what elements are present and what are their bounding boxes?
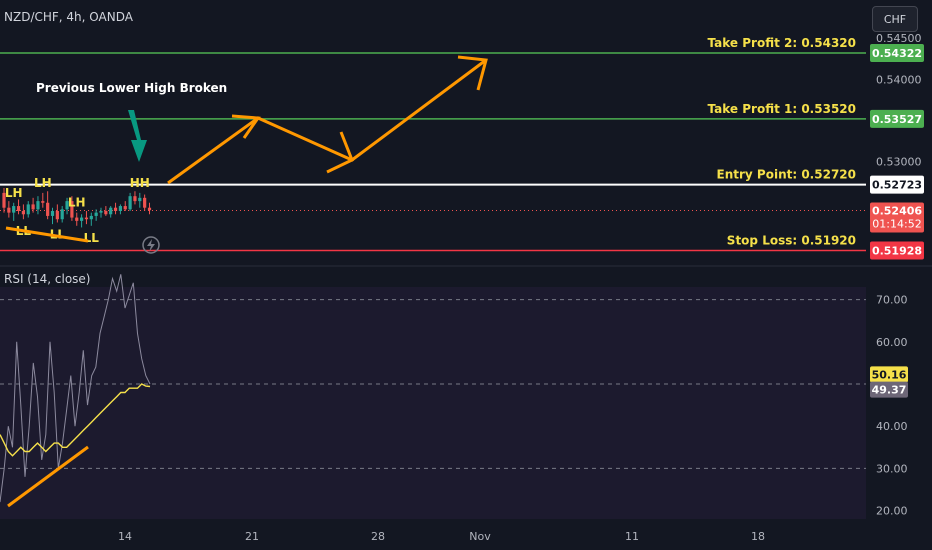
rsi-pane-background [0, 287, 866, 519]
candle-body [104, 210, 108, 215]
swing-label: HH [130, 176, 150, 190]
rsi-higher-lows-trendline [7, 445, 89, 508]
lightning-icon[interactable] [142, 236, 160, 254]
rsi-value-tag [870, 366, 908, 383]
projection-arrowhead-2 [326, 131, 354, 174]
time-tick-label: 11 [625, 530, 639, 543]
rsi-tick-label: 70.00 [876, 294, 908, 307]
level-label: Take Profit 1: 0.53520 [708, 102, 856, 116]
chart-title: NZD/CHF, 4h, OANDA [4, 10, 134, 24]
candle-body [2, 192, 6, 208]
candle-body [89, 215, 93, 220]
time-tick-label: 18 [751, 530, 765, 543]
level-price-tag [870, 241, 924, 260]
candle-body [60, 209, 64, 220]
candle-body [84, 217, 89, 220]
candle-body [113, 207, 118, 211]
lower-lows-trendline [5, 226, 89, 243]
rsi-tick-label: 60.00 [876, 336, 908, 349]
swing-label: LH [5, 186, 23, 200]
level-label: Stop Loss: 0.51920 [727, 233, 856, 247]
rsi-value-tag [870, 381, 908, 398]
rsi-value-tag-text: 50.16 [872, 368, 907, 381]
time-tick-label: Nov [469, 530, 491, 543]
level-price-tag-text: 0.54322 [872, 47, 922, 60]
candle-body [128, 196, 132, 210]
price-tick-label: 0.53000 [876, 156, 922, 169]
candle-body [138, 197, 142, 202]
candle-body [65, 201, 69, 210]
candle-body [80, 217, 84, 221]
candle-body [75, 217, 79, 221]
candle-body [26, 204, 30, 215]
teal-down-arrow-icon [128, 110, 147, 162]
candle-body [50, 210, 55, 216]
candle-body [41, 201, 45, 203]
candle-body [143, 197, 147, 208]
break-annotation: Previous Lower High Broken [36, 81, 227, 95]
rsi-tick-label: 20.00 [876, 505, 908, 518]
candle-body [147, 207, 152, 211]
candle-body [46, 202, 50, 216]
rsi-value-tag-text: 49.37 [872, 384, 907, 397]
level-label: Entry Point: 0.52720 [717, 168, 856, 182]
candle-body [118, 206, 122, 211]
candle-body [94, 212, 98, 216]
candle-body [7, 207, 11, 213]
time-tick-label: 21 [245, 530, 259, 543]
candle-body [36, 201, 40, 210]
time-tick-label: 28 [371, 530, 385, 543]
projection-arrowhead-3 [457, 55, 488, 91]
current-price-tag-text: 0.52406 [872, 204, 922, 217]
currency-button[interactable]: CHF [872, 6, 918, 32]
price-tick-label: 0.54000 [876, 73, 922, 86]
candle-body [109, 207, 113, 215]
candle-body [55, 210, 59, 220]
level-price-tag-text: 0.53527 [872, 113, 922, 126]
candle-body [12, 206, 16, 213]
candle-body [99, 210, 103, 213]
level-label: Take Profit 2: 0.54320 [708, 36, 856, 50]
candle-body [16, 206, 21, 211]
projection-path-arrow [167, 58, 487, 185]
level-price-tag-text: 0.51928 [872, 244, 922, 257]
level-price-tag [870, 109, 924, 128]
candle-body [31, 204, 35, 210]
level-price-tag [870, 175, 924, 194]
rsi-title: RSI (14, close) [4, 272, 90, 286]
swing-label: LH [68, 196, 86, 210]
rsi-tick-label: 40.00 [876, 420, 908, 433]
current-price-tag [870, 202, 924, 233]
price-tick-label: 0.54500 [876, 32, 922, 45]
swing-label: LL [84, 231, 100, 245]
candle-body [21, 210, 25, 215]
level-price-tag [870, 44, 924, 63]
candle-body [133, 196, 137, 202]
candle-body [123, 206, 127, 210]
countdown-text: 01:14:52 [872, 217, 921, 230]
rsi-ma-line [0, 383, 151, 457]
projection-arrowhead-1 [231, 114, 261, 139]
rsi-tick-label: 30.00 [876, 462, 908, 475]
candle-body [70, 201, 74, 218]
level-price-tag-text: 0.52723 [872, 179, 922, 192]
rsi-line [0, 274, 151, 503]
swing-label: LH [34, 176, 52, 190]
time-tick-label: 14 [118, 530, 132, 543]
